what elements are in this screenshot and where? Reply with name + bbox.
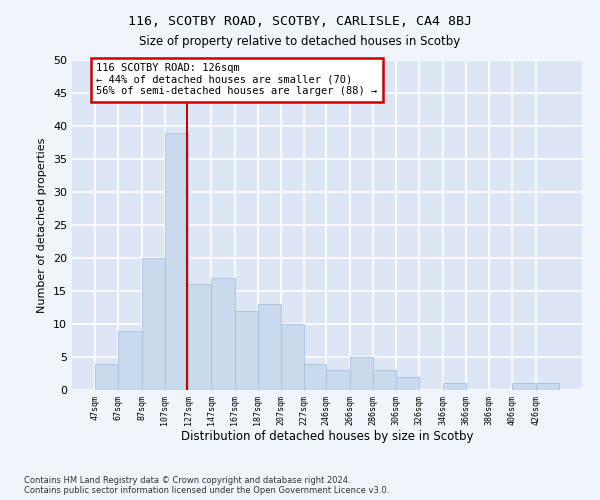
Bar — [304, 364, 326, 390]
Bar — [512, 384, 536, 390]
Bar — [373, 370, 396, 390]
Bar — [235, 311, 258, 390]
Text: Size of property relative to detached houses in Scotby: Size of property relative to detached ho… — [139, 35, 461, 48]
Text: 116, SCOTBY ROAD, SCOTBY, CARLISLE, CA4 8BJ: 116, SCOTBY ROAD, SCOTBY, CARLISLE, CA4 … — [128, 15, 472, 28]
Bar — [443, 384, 466, 390]
Bar — [165, 132, 188, 390]
Y-axis label: Number of detached properties: Number of detached properties — [37, 138, 47, 312]
Bar — [95, 364, 118, 390]
Bar — [536, 384, 559, 390]
X-axis label: Distribution of detached houses by size in Scotby: Distribution of detached houses by size … — [181, 430, 473, 444]
Bar — [326, 370, 350, 390]
Bar — [118, 330, 142, 390]
Bar — [142, 258, 165, 390]
Bar — [258, 304, 281, 390]
Bar — [211, 278, 235, 390]
Bar — [188, 284, 211, 390]
Bar — [281, 324, 304, 390]
Text: Contains HM Land Registry data © Crown copyright and database right 2024.
Contai: Contains HM Land Registry data © Crown c… — [24, 476, 389, 495]
Bar — [350, 357, 373, 390]
Text: 116 SCOTBY ROAD: 126sqm
← 44% of detached houses are smaller (70)
56% of semi-de: 116 SCOTBY ROAD: 126sqm ← 44% of detache… — [97, 64, 377, 96]
Bar — [396, 377, 419, 390]
